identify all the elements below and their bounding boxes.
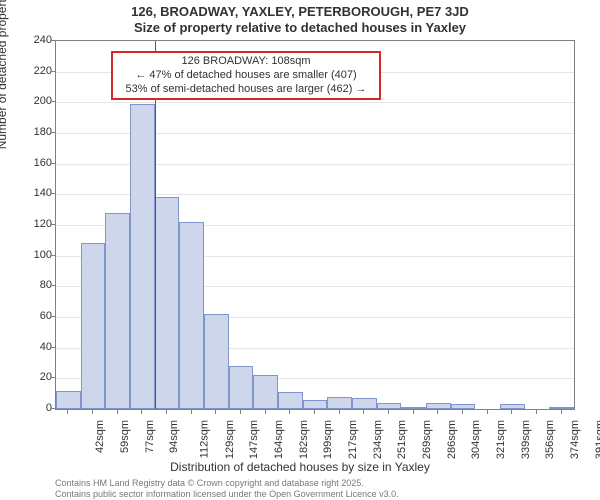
y-tick-mark bbox=[51, 193, 55, 194]
plot-area: 126 BROADWAY: 108sqm← 47% of detached ho… bbox=[55, 40, 575, 410]
x-tick-mark bbox=[191, 410, 192, 414]
y-tick-label: 220 bbox=[22, 65, 52, 77]
x-tick-label: 374sqm bbox=[569, 420, 581, 459]
y-tick-label: 240 bbox=[22, 34, 52, 46]
x-tick-label: 164sqm bbox=[273, 420, 285, 459]
x-tick-label: 182sqm bbox=[298, 420, 310, 459]
histogram-bar bbox=[303, 400, 328, 409]
y-tick-mark bbox=[51, 377, 55, 378]
histogram-bar bbox=[278, 392, 303, 409]
x-tick-label: 129sqm bbox=[224, 420, 236, 459]
histogram-bar bbox=[352, 398, 377, 409]
x-tick-mark bbox=[462, 410, 463, 414]
y-tick-mark bbox=[51, 101, 55, 102]
y-tick-label: 180 bbox=[22, 126, 52, 138]
x-tick-label: 269sqm bbox=[421, 420, 433, 459]
y-axis-label: Number of detached properties bbox=[0, 0, 9, 149]
y-tick-label: 60 bbox=[22, 310, 52, 322]
x-tick-mark bbox=[141, 410, 142, 414]
x-tick-label: 59sqm bbox=[119, 420, 131, 453]
histogram-bar bbox=[56, 391, 81, 409]
histogram-bar bbox=[327, 397, 352, 409]
x-tick-label: 251sqm bbox=[396, 420, 408, 459]
x-tick-mark bbox=[215, 410, 216, 414]
x-tick-label: 147sqm bbox=[248, 420, 260, 459]
histogram-bar bbox=[105, 213, 130, 409]
footer-licence: Contains public sector information licen… bbox=[55, 489, 399, 499]
x-tick-label: 356sqm bbox=[544, 420, 556, 459]
y-tick-label: 100 bbox=[22, 249, 52, 261]
histogram-bar bbox=[451, 404, 476, 409]
y-tick-label: 80 bbox=[22, 279, 52, 291]
y-tick-label: 160 bbox=[22, 157, 52, 169]
y-tick-mark bbox=[51, 71, 55, 72]
y-tick-mark bbox=[51, 224, 55, 225]
x-tick-mark bbox=[240, 410, 241, 414]
histogram-bar bbox=[81, 243, 106, 409]
x-tick-mark bbox=[511, 410, 512, 414]
y-tick-mark bbox=[51, 163, 55, 164]
chart-title-address: 126, BROADWAY, YAXLEY, PETERBOROUGH, PE7… bbox=[0, 4, 600, 19]
x-tick-mark bbox=[487, 410, 488, 414]
x-tick-label: 199sqm bbox=[322, 420, 334, 459]
annotation-line: 53% of semi-detached houses are larger (… bbox=[119, 83, 373, 97]
histogram-bar bbox=[549, 407, 574, 409]
x-tick-mark bbox=[92, 410, 93, 414]
x-tick-label: 77sqm bbox=[144, 420, 156, 453]
y-tick-mark bbox=[51, 408, 55, 409]
y-tick-label: 0 bbox=[22, 402, 52, 414]
x-tick-label: 94sqm bbox=[168, 420, 180, 453]
annotation-line: 126 BROADWAY: 108sqm bbox=[119, 55, 373, 69]
y-tick-mark bbox=[51, 316, 55, 317]
x-tick-mark bbox=[289, 410, 290, 414]
x-tick-label: 321sqm bbox=[495, 420, 507, 459]
x-tick-label: 286sqm bbox=[446, 420, 458, 459]
y-tick-label: 120 bbox=[22, 218, 52, 230]
property-size-chart: 126, BROADWAY, YAXLEY, PETERBOROUGH, PE7… bbox=[0, 0, 600, 500]
x-tick-mark bbox=[561, 410, 562, 414]
x-tick-mark bbox=[363, 410, 364, 414]
histogram-bar bbox=[401, 407, 426, 409]
histogram-bar bbox=[204, 314, 229, 409]
histogram-bar bbox=[426, 403, 451, 409]
x-tick-mark bbox=[437, 410, 438, 414]
annotation-callout: 126 BROADWAY: 108sqm← 47% of detached ho… bbox=[111, 51, 381, 100]
x-tick-mark bbox=[536, 410, 537, 414]
x-tick-mark bbox=[67, 410, 68, 414]
x-tick-label: 234sqm bbox=[372, 420, 384, 459]
histogram-bar bbox=[253, 375, 278, 409]
histogram-bar bbox=[130, 104, 155, 409]
x-tick-mark bbox=[117, 410, 118, 414]
x-tick-mark bbox=[339, 410, 340, 414]
x-tick-label: 217sqm bbox=[347, 420, 359, 459]
y-tick-label: 140 bbox=[22, 187, 52, 199]
y-tick-mark bbox=[51, 40, 55, 41]
y-tick-mark bbox=[51, 285, 55, 286]
histogram-bar bbox=[500, 404, 525, 409]
x-tick-label: 304sqm bbox=[470, 420, 482, 459]
y-tick-mark bbox=[51, 255, 55, 256]
y-tick-mark bbox=[51, 132, 55, 133]
histogram-bar bbox=[377, 403, 402, 409]
x-tick-mark bbox=[166, 410, 167, 414]
x-tick-mark bbox=[388, 410, 389, 414]
x-tick-label: 112sqm bbox=[198, 420, 210, 458]
chart-subtitle: Size of property relative to detached ho… bbox=[0, 20, 600, 35]
y-tick-label: 200 bbox=[22, 95, 52, 107]
y-tick-label: 20 bbox=[22, 371, 52, 383]
x-tick-label: 42sqm bbox=[94, 420, 106, 453]
histogram-bar bbox=[155, 197, 180, 409]
y-tick-label: 40 bbox=[22, 341, 52, 353]
x-tick-mark bbox=[314, 410, 315, 414]
x-axis-label: Distribution of detached houses by size … bbox=[0, 460, 600, 474]
x-tick-mark bbox=[413, 410, 414, 414]
x-tick-label: 339sqm bbox=[520, 420, 532, 459]
histogram-bar bbox=[179, 222, 204, 409]
y-tick-mark bbox=[51, 347, 55, 348]
annotation-line: ← 47% of detached houses are smaller (40… bbox=[119, 69, 373, 83]
footer-copyright: Contains HM Land Registry data © Crown c… bbox=[55, 478, 364, 488]
x-tick-mark bbox=[265, 410, 266, 414]
x-tick-label: 391sqm bbox=[594, 420, 600, 459]
histogram-bar bbox=[229, 366, 254, 409]
